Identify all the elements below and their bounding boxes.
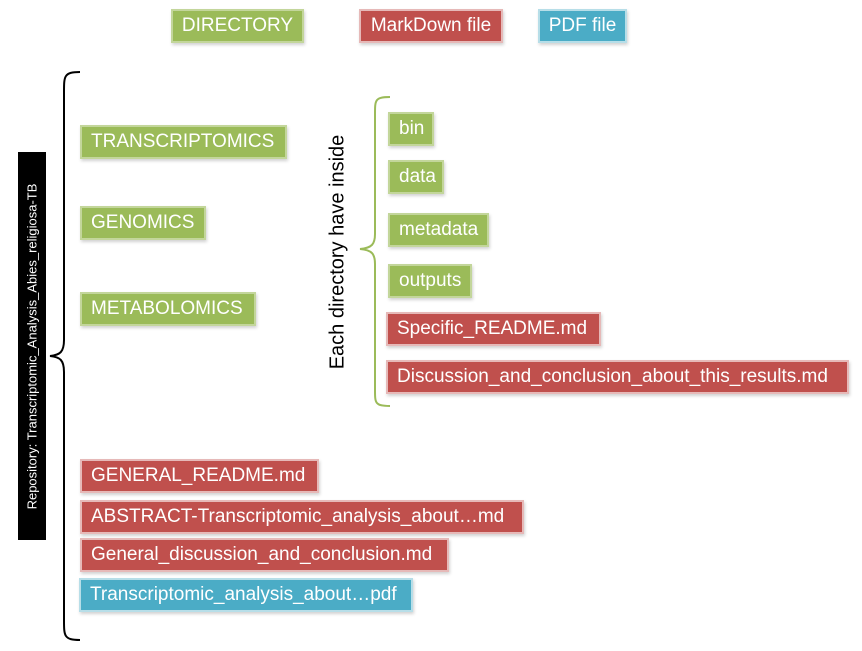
inside-item-discussion: Discussion_and_conclusion_about_this_res… bbox=[386, 360, 849, 394]
inside-item-metadata: metadata bbox=[388, 213, 489, 247]
inside-label-text: Each directory have inside bbox=[326, 134, 349, 370]
directory-genomics: GENOMICS bbox=[80, 206, 206, 240]
inside-item-data: data bbox=[388, 160, 444, 194]
file-abstract: ABSTRACT-Transcriptomic_analysis_about…m… bbox=[80, 500, 524, 534]
inside-item-outputs: outputs bbox=[388, 264, 472, 298]
repository-bracket bbox=[49, 71, 81, 641]
legend-pdf-file: PDF file bbox=[538, 9, 627, 43]
file-general-discussion: General_discussion_and_conclusion.md bbox=[80, 538, 449, 572]
legend-markdown-file: MarkDown file bbox=[359, 9, 503, 43]
repository-label-text: Repository: Transcriptomic_Analysis_Abie… bbox=[24, 183, 40, 509]
directory-transcriptomics: TRANSCRIPTOMICS bbox=[80, 125, 287, 159]
file-pdf: Transcriptomic_analysis_about…pdf bbox=[79, 578, 413, 612]
inside-item-specific-readme: Specific_README.md bbox=[386, 312, 601, 346]
legend-directory: DIRECTORY bbox=[171, 9, 304, 43]
directory-metabolomics: METABOLOMICS bbox=[80, 292, 256, 326]
repository-label: Repository: Transcriptomic_Analysis_Abie… bbox=[18, 152, 46, 540]
inside-item-bin: bin bbox=[388, 112, 434, 146]
file-general-readme: GENERAL_README.md bbox=[80, 459, 319, 493]
inside-bracket bbox=[359, 96, 391, 407]
